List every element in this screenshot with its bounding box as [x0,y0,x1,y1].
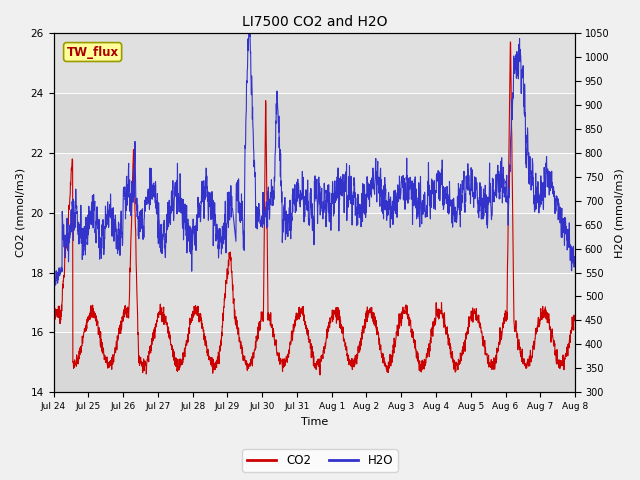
Bar [54,33,575,93]
Title: LI7500 CO2 and H2O: LI7500 CO2 and H2O [241,15,387,29]
Legend: CO2, H2O: CO2, H2O [242,449,398,472]
Bar [54,93,575,153]
Text: TW_flux: TW_flux [67,46,118,59]
Y-axis label: H2O (mmol/m3): H2O (mmol/m3) [615,168,625,257]
Bar [54,273,575,333]
Bar [54,153,575,213]
Bar [54,333,575,392]
X-axis label: Time: Time [301,417,328,427]
Y-axis label: CO2 (mmol/m3): CO2 (mmol/m3) [15,168,25,257]
Bar [54,213,575,273]
